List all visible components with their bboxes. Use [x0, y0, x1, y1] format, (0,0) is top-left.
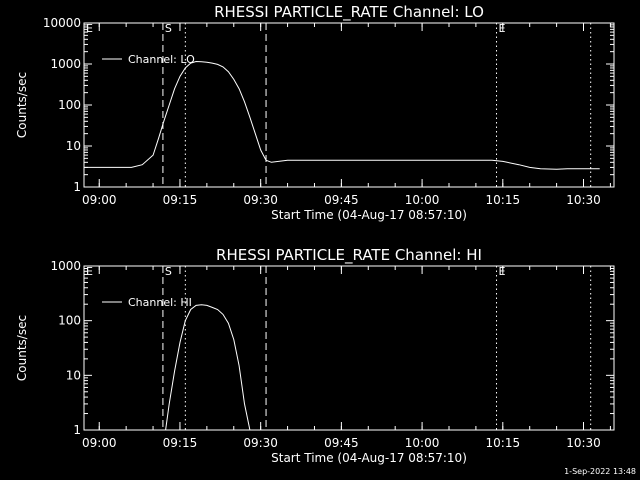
y-tick-label: 1: [73, 180, 81, 194]
x-tick-label: 09:15: [163, 436, 198, 450]
y-tick-label: 1: [73, 423, 81, 437]
y-axis-label: Counts/sec: [15, 315, 29, 381]
y-tick-label: 100: [58, 98, 81, 112]
x-tick-label: 10:30: [566, 193, 601, 207]
y-axis-label: Counts/sec: [15, 72, 29, 138]
x-tick-label: 10:00: [405, 193, 440, 207]
x-tick-label: 09:00: [82, 193, 117, 207]
x-tick-label: 10:00: [405, 436, 440, 450]
x-tick-label: 09:30: [243, 436, 278, 450]
chart-panel-0: RHESSI PARTICLE_RATE Channel: LO 1 10 100 10…: [15, 3, 615, 222]
event-marker-label: E: [86, 22, 93, 35]
series-line: [165, 304, 251, 431]
chart-title: RHESSI PARTICLE_RATE Channel: HI: [216, 246, 482, 265]
y-tick-label: 10000: [43, 16, 81, 30]
y-tick-label: 1000: [50, 57, 81, 71]
event-marker-label: S: [165, 22, 172, 35]
event-marker-label: S: [165, 265, 172, 278]
x-tick-label: 09:15: [163, 193, 198, 207]
chart-title: RHESSI PARTICLE_RATE Channel: LO: [214, 3, 484, 22]
y-tick-label: 1000: [50, 259, 81, 273]
x-tick-label: 10:15: [486, 436, 521, 450]
legend-label: Channel: HI: [128, 296, 192, 309]
x-tick-label: 10:15: [486, 193, 521, 207]
x-tick-label: 09:00: [82, 436, 117, 450]
x-tick-label: 09:45: [324, 436, 359, 450]
event-marker-label: E: [499, 22, 506, 35]
y-tick-label: 100: [58, 314, 81, 328]
legend-label: Channel: LO: [128, 53, 195, 66]
y-tick-label: 10: [66, 139, 81, 153]
plot-timestamp: 1-Sep-2022 13:48: [564, 467, 636, 476]
x-axis-label: Start Time (04-Aug-17 08:57:10): [271, 451, 467, 465]
event-marker-label: E: [499, 265, 506, 278]
y-tick-label: 10: [66, 368, 81, 382]
chart-panels: RHESSI PARTICLE_RATE Channel: LO11010010…: [15, 3, 615, 465]
x-tick-label: 09:30: [243, 193, 278, 207]
x-axis-label: Start Time (04-Aug-17 08:57:10): [271, 208, 467, 222]
x-tick-label: 09:45: [324, 193, 359, 207]
series-line: [84, 60, 600, 170]
x-tick-label: 10:30: [566, 436, 601, 450]
plot-frame: [83, 265, 615, 431]
plot-frame: [83, 22, 615, 188]
event-marker-label: E: [86, 265, 93, 278]
chart-panel-1: RHESSI PARTICLE_RATE Channel: HI 1 10 100 10…: [15, 246, 615, 465]
